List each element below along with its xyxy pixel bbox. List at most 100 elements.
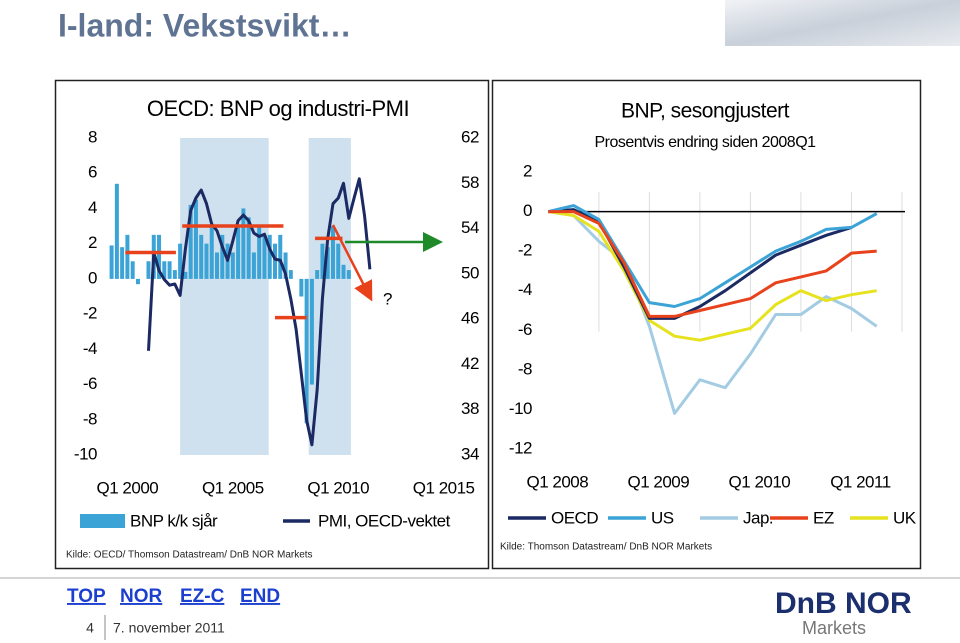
nav-link[interactable]: END (240, 586, 280, 607)
y-tick-label: 0 (88, 268, 97, 287)
bar (125, 234, 130, 279)
y-tick-label: 2 (523, 161, 532, 180)
x-tick-label: Q1 2008 (526, 472, 588, 491)
y-tick-label: -12 (509, 438, 532, 457)
series-line (548, 210, 877, 342)
page-number: 4 (86, 620, 94, 636)
x-tick-label: Q1 2005 (202, 478, 264, 497)
bar (320, 243, 325, 279)
page-title: I-land: Vekstsvikt… (58, 7, 351, 43)
logo-brand: DnB NOR (775, 587, 912, 620)
bar (162, 261, 167, 279)
y2-tick-label: 58 (461, 173, 479, 192)
y-tick-label: 6 (88, 163, 97, 182)
nav-link[interactable]: EZ-C (180, 586, 225, 607)
bar (215, 252, 220, 279)
bar (330, 226, 335, 279)
bar (130, 261, 135, 279)
legend-label: BNP k/k sjår (130, 511, 218, 530)
y2-tick-label: 62 (461, 127, 479, 146)
trend-arrow (331, 224, 373, 302)
y2-tick-label: 38 (461, 399, 479, 418)
bar (346, 270, 351, 279)
x-tick-label: Q1 2009 (628, 472, 690, 491)
chart-subtitle: Prosentvis endring siden 2008Q1 (594, 134, 816, 151)
bar (273, 243, 277, 279)
bar (199, 234, 204, 279)
y-tick-label: 4 (88, 198, 97, 217)
y2-tick-label: 42 (461, 354, 479, 373)
legend-label: Jap. (743, 508, 773, 527)
y2-tick-label: 50 (461, 263, 479, 282)
y-tick-label: -8 (83, 409, 97, 428)
bar (341, 264, 346, 279)
panel-right (491, 79, 922, 570)
shaded-period (180, 138, 269, 455)
bar (193, 199, 198, 279)
y-tick-label: -10 (509, 399, 532, 418)
bar (299, 278, 304, 297)
chart-title: BNP, sesongjustert (621, 100, 790, 123)
y-tick-label: -4 (83, 339, 97, 358)
legend-label: UK (893, 508, 917, 527)
bar (120, 247, 125, 279)
bar (135, 278, 140, 285)
bar (246, 217, 251, 279)
bar (278, 234, 283, 279)
bar (167, 261, 172, 279)
y2-tick-label: 46 (461, 309, 479, 328)
bar (288, 270, 293, 279)
annotation: ? (383, 289, 392, 308)
x-tick-label: Q1 2010 (729, 472, 791, 491)
source-note: Kilde: Thomson Datastream/ DnB NOR Marke… (500, 542, 712, 553)
pmi-line (147, 177, 372, 447)
bar (262, 234, 267, 279)
chart-title: OECD: BNP og industri-PMI (147, 96, 409, 121)
source-note: Kilde: OECD/ Thomson Datastream/ DnB NOR… (66, 550, 313, 561)
logo-sub: Markets (802, 618, 866, 638)
bar (251, 252, 256, 279)
bar (178, 243, 183, 279)
y2-tick-label: 34 (461, 444, 479, 463)
legend-label: EZ (813, 508, 834, 527)
panel-left (54, 79, 490, 570)
bar (114, 183, 119, 279)
bar (267, 234, 272, 279)
bar (220, 234, 225, 279)
y-tick-label: -6 (518, 320, 532, 339)
nav-link[interactable]: TOP (67, 586, 106, 607)
y-tick-label: -6 (83, 374, 97, 393)
bar (241, 208, 246, 279)
bar (315, 270, 320, 279)
x-tick-label: Q1 2011 (830, 472, 891, 491)
legend-label: US (651, 508, 674, 527)
bar (304, 278, 309, 424)
series-line (547, 204, 878, 308)
y-tick-label: 8 (88, 127, 97, 146)
bar (183, 271, 188, 279)
header-decoration (725, 0, 960, 46)
bar (325, 247, 330, 279)
bar (257, 226, 262, 279)
bar (209, 226, 214, 279)
y-tick-label: -10 (74, 444, 97, 463)
nav-link[interactable]: NOR (120, 586, 163, 607)
legend-label: PMI, OECD-vektet (318, 511, 451, 530)
x-tick-label: Q1 2010 (307, 478, 369, 497)
y2-tick-label: 54 (461, 218, 479, 237)
bar (230, 252, 235, 279)
y-tick-label: -2 (83, 304, 97, 323)
date: 7. november 2011 (113, 620, 225, 636)
bar (283, 252, 288, 279)
bar (336, 243, 341, 279)
y-tick-label: -4 (518, 280, 532, 299)
x-tick-label: Q1 2000 (97, 478, 159, 497)
bar (188, 204, 193, 279)
legend-label: OECD (551, 508, 598, 527)
bar (146, 261, 151, 279)
y-tick-label: 0 (523, 201, 532, 220)
y-tick-label: -8 (518, 359, 532, 378)
bar (172, 270, 177, 279)
bar (109, 245, 114, 279)
